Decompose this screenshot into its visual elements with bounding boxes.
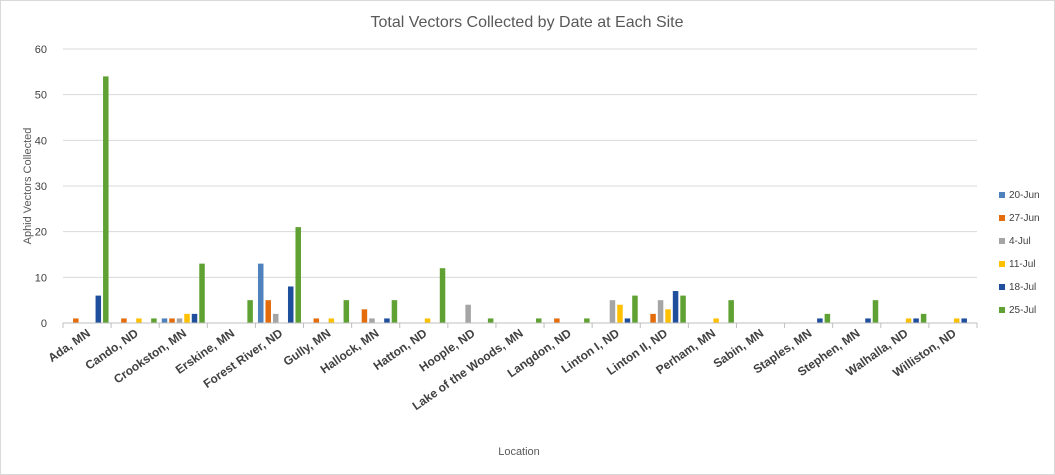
bar-11-jul-13: [713, 318, 719, 323]
bar-18-jul-0: [95, 295, 102, 323]
bar-11-jul-2: [184, 313, 190, 323]
bar-11-jul-17: [905, 318, 912, 323]
legend-label: 11-Jul: [1009, 259, 1036, 270]
bar-25-jul-9: [536, 318, 542, 323]
legend-swatch: [999, 192, 1005, 198]
bar-27-jun-0: [73, 318, 79, 323]
legend-swatch: [999, 238, 1005, 244]
bar-11-jul-18: [953, 318, 960, 323]
bar-25-jul-8: [487, 318, 494, 323]
bar-25-jul-13: [728, 300, 734, 323]
bar-27-jun-4: [265, 300, 271, 323]
legend-label: 4-Jul: [1009, 236, 1031, 247]
bar-27-jun-1: [121, 318, 127, 323]
bars: [73, 76, 967, 324]
x-axis: [62, 322, 978, 328]
legend-swatch: [999, 261, 1005, 267]
chart-title: Total Vectors Collected by Date at Each …: [370, 14, 683, 31]
bar-25-jul-15: [824, 313, 831, 323]
bar-18-jul-2: [191, 313, 198, 323]
bar-4-jul-12: [657, 300, 664, 323]
bar-25-jul-3: [247, 300, 253, 323]
bar-25-jul-2: [199, 263, 205, 323]
bar-25-jul-4: [295, 227, 301, 323]
bar-4-jul-8: [465, 304, 471, 323]
bar-18-jul-12: [672, 291, 679, 323]
bar-18-jul-16: [865, 318, 871, 323]
y-axis-ticks: 0 10 20 30 40 50 60: [35, 44, 47, 330]
legend-label: 20-Jun: [1009, 190, 1040, 201]
bar-25-jul-12: [680, 295, 686, 323]
bar-25-jul-11: [632, 295, 638, 323]
y-tick-label: 40: [35, 135, 47, 147]
y-tick-label: 50: [35, 90, 47, 102]
bar-25-jul-1: [151, 318, 157, 323]
bar-4-jul-6: [369, 318, 375, 323]
bar-25-jul-10: [584, 318, 590, 323]
legend-label: 18-Jul: [1009, 282, 1036, 293]
y-tick-label: 0: [41, 318, 47, 330]
bar-27-jun-10: [554, 318, 560, 323]
bar-11-jul-11: [617, 304, 623, 323]
bar-25-jul-7: [439, 268, 446, 323]
bar-18-jul-4: [287, 286, 294, 323]
bar-4-jul-2: [176, 318, 183, 323]
bar-11-jul-5: [328, 318, 335, 323]
bar-27-jun-5: [313, 318, 320, 323]
bar-25-jul-6: [391, 300, 398, 323]
category-label: Forest River, ND: [201, 326, 286, 391]
legend-label: 27-Jun: [1009, 213, 1040, 224]
bar-27-jun-2: [169, 318, 175, 323]
bar-25-jul-5: [343, 300, 350, 323]
bar-25-jul-17: [920, 313, 927, 323]
bar-18-jul-17: [913, 318, 919, 323]
bar-20-jun-2: [161, 318, 168, 323]
bar-18-jul-11: [624, 318, 631, 323]
y-axis-title: Aphid Vectors Collected: [22, 128, 34, 245]
bar-11-jul-1: [136, 318, 142, 323]
bar-18-jul-18: [961, 318, 967, 323]
bar-25-jul-0: [103, 76, 109, 324]
bar-27-jun-12: [650, 313, 656, 323]
y-tick-label: 10: [35, 272, 47, 284]
bar-27-jun-6: [361, 309, 368, 323]
bar-4-jul-4: [272, 313, 279, 323]
x-axis-title: Location: [498, 446, 540, 458]
gridlines: [63, 48, 977, 278]
legend-swatch: [999, 215, 1005, 221]
y-tick-label: 60: [35, 44, 47, 56]
y-tick-label: 20: [35, 227, 47, 239]
bar-25-jul-16: [872, 300, 879, 323]
legend-swatch: [999, 284, 1005, 290]
legend-swatch: [999, 307, 1005, 313]
bar-18-jul-6: [384, 318, 390, 323]
legend: 20-Jun 27-Jun 4-Jul 11-Jul 18-Jul 25-Jul: [999, 190, 1040, 316]
bar-20-jun-4: [257, 263, 264, 323]
bar-4-jul-11: [609, 300, 616, 323]
legend-label: 25-Jul: [1009, 305, 1036, 316]
bar-11-jul-7: [424, 318, 431, 323]
bar-11-jul-12: [665, 309, 671, 323]
y-tick-label: 30: [35, 181, 47, 193]
bar-18-jul-15: [817, 318, 823, 323]
